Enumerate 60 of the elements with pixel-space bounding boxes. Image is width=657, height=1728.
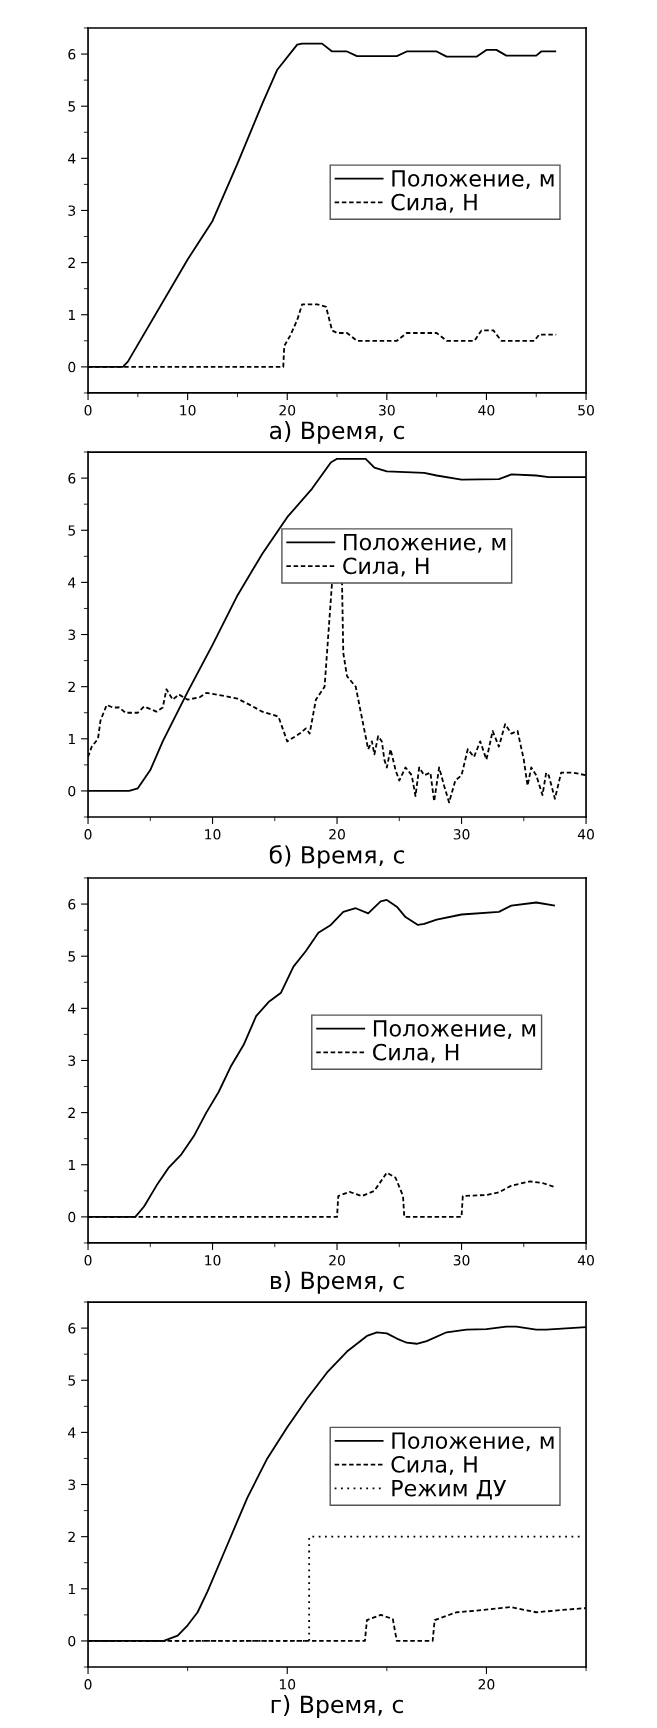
x-tick-label: 50	[578, 405, 594, 416]
y-tick-label: 1	[68, 309, 75, 321]
x-tick-label: 40	[577, 1255, 594, 1266]
legend-label: Положение, м	[373, 1020, 536, 1040]
y-tick-label: 6	[68, 473, 76, 484]
y-tick-label: 0	[68, 1635, 76, 1647]
y-tick-label: 0	[68, 1211, 76, 1223]
y-tick-label: 6	[68, 899, 76, 910]
y-tick-label: 0	[68, 785, 76, 797]
y-tick-label: 4	[68, 153, 76, 164]
x-tick-label: 20	[329, 1255, 345, 1266]
x-tick-label: 30	[453, 1255, 470, 1266]
y-tick-label: 1	[68, 733, 75, 745]
legend-label: Положение, м	[344, 533, 506, 553]
x-tick-label: 30	[379, 405, 395, 416]
y-tick-label: 2	[68, 681, 75, 692]
y-tick-label: 0	[68, 361, 76, 373]
x-tick-label: 0	[84, 829, 92, 840]
x-axis-title: г) Время, с	[271, 1695, 403, 1718]
x-tick-label: 30	[453, 829, 470, 840]
x-tick-label: 0	[84, 1255, 92, 1266]
x-tick-label: 0	[84, 405, 92, 416]
y-tick-label: 4	[68, 1427, 76, 1438]
x-axis-title: а) Время, с	[270, 421, 405, 444]
y-tick-label: 5	[68, 1375, 76, 1386]
y-tick-label: 2	[68, 257, 75, 268]
y-tick-label: 3	[68, 205, 76, 216]
legend-label: Сила, Н	[343, 557, 429, 577]
y-tick-label: 2	[68, 1107, 75, 1118]
y-tick-label: 1	[68, 1159, 75, 1171]
x-tick-label: 40	[478, 405, 495, 416]
legend-label: Режим ДУ	[392, 1479, 507, 1500]
y-tick-label: 5	[68, 951, 76, 962]
x-tick-label: 40	[577, 829, 594, 840]
legend-label: Сила, Н	[391, 193, 477, 213]
y-tick-label: 4	[68, 577, 76, 588]
y-tick-label: 3	[68, 629, 76, 640]
y-tick-label: 3	[68, 1479, 76, 1490]
x-tick-label: 10	[205, 1255, 221, 1266]
x-tick-label: 10	[205, 829, 221, 840]
y-tick-label: 6	[68, 49, 76, 60]
x-tick-label: 20	[478, 1679, 495, 1690]
y-tick-label: 5	[68, 101, 76, 112]
y-tick-label: 5	[68, 525, 76, 536]
y-tick-label: 1	[68, 1583, 75, 1595]
x-tick-label: 10	[180, 405, 196, 416]
y-tick-label: 3	[68, 1055, 76, 1066]
x-tick-label: 20	[329, 829, 345, 840]
y-tick-label: 4	[68, 1003, 76, 1014]
y-tick-label: 2	[68, 1531, 75, 1542]
x-tick-label: 0	[84, 1679, 92, 1690]
y-tick-label: 6	[68, 1323, 76, 1334]
x-axis-title: в) Время, с	[271, 1271, 404, 1294]
x-tick-label: 20	[279, 405, 296, 416]
legend-label: Сила, Н	[391, 1455, 477, 1475]
legend-label: Положение, м	[392, 170, 554, 190]
legend-label: Сила, Н	[373, 1043, 459, 1063]
x-tick-label: 10	[279, 1679, 296, 1690]
legend-label: Положение, м	[392, 1432, 554, 1452]
x-axis-title: б) Время, с	[269, 845, 405, 869]
